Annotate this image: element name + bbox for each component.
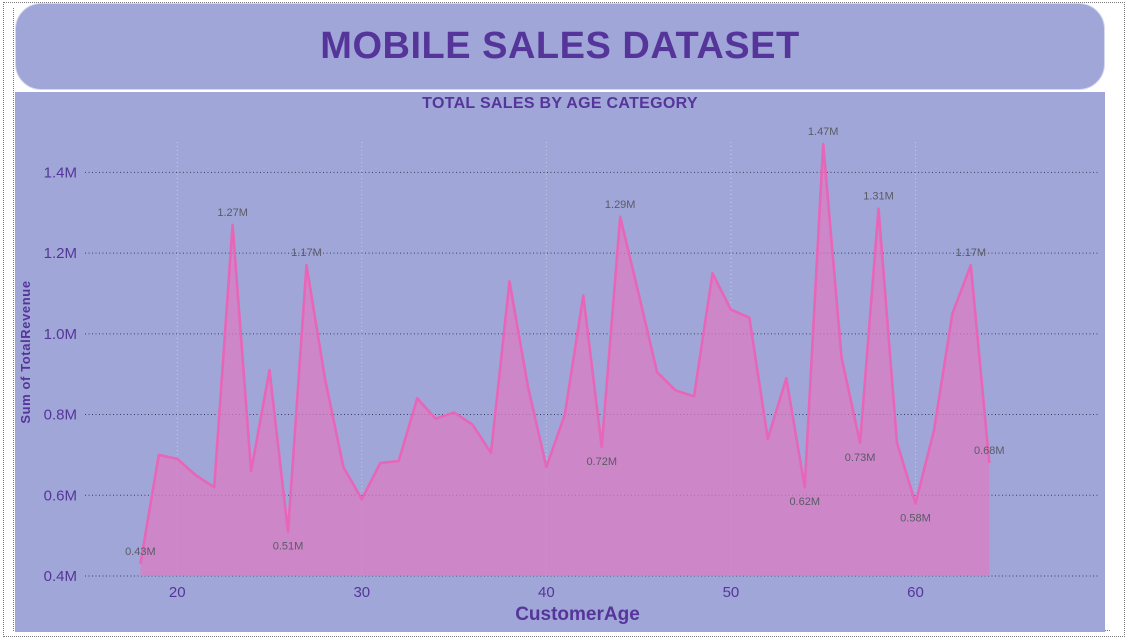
data-point — [212, 485, 216, 489]
data-label: 1.27M — [217, 207, 248, 219]
y-tick-label: 1.2M — [44, 245, 77, 262]
x-tick-label: 60 — [907, 584, 924, 601]
data-point — [471, 423, 475, 427]
y-tick-label: 1.4M — [44, 164, 77, 181]
data-point — [969, 263, 973, 267]
data-label: 0.58M — [900, 512, 931, 524]
series-line — [139, 142, 991, 565]
data-label: 0.72M — [586, 456, 617, 468]
data-point — [360, 497, 364, 501]
data-point — [581, 294, 585, 298]
data-point — [415, 396, 419, 400]
data-point — [618, 215, 622, 219]
data-point — [268, 368, 272, 372]
data-point — [711, 271, 715, 275]
data-point — [692, 394, 696, 398]
data-point — [877, 207, 881, 211]
area-chart: 0.4M 0.6M 0.8M 1.0M 1.2M 1.4M 20 30 40 50 60 0.43M 1… — [18, 126, 1100, 625]
data-point — [544, 465, 548, 469]
data-point — [175, 457, 179, 461]
data-point — [784, 376, 788, 380]
data-point — [932, 429, 936, 433]
data-point — [766, 437, 770, 441]
data-point — [729, 308, 733, 312]
y-tick-label: 0.6M — [44, 487, 77, 504]
x-tick-label: 40 — [538, 584, 555, 601]
data-label: 1.47M — [808, 126, 839, 138]
data-point — [747, 316, 751, 320]
data-point — [637, 292, 641, 296]
data-label: 0.68M — [974, 445, 1005, 457]
data-point — [138, 562, 142, 566]
y-axis-title: Sum of TotalRevenue — [18, 280, 33, 423]
data-point — [821, 142, 825, 146]
data-label: 1.31M — [863, 191, 894, 203]
data-label: 0.62M — [789, 496, 820, 508]
x-tick-label: 50 — [723, 584, 740, 601]
data-point — [378, 461, 382, 465]
data-point — [157, 453, 161, 457]
data-label: 0.73M — [845, 452, 876, 464]
data-point — [987, 461, 991, 465]
data-point — [489, 451, 493, 455]
x-axis-title: CustomerAge — [515, 604, 640, 625]
data-point — [895, 441, 899, 445]
data-point — [397, 459, 401, 463]
data-point — [655, 370, 659, 374]
data-point — [341, 465, 345, 469]
data-point — [249, 469, 253, 473]
data-point — [950, 312, 954, 316]
area-chart-visual[interactable]: 0.4M 0.6M 0.8M 1.0M 1.2M 1.4M 20 30 40 50 60 0.43M 1… — [15, 92, 1105, 632]
data-point — [600, 445, 604, 449]
data-point — [452, 411, 456, 415]
data-point — [508, 279, 512, 283]
data-point — [803, 485, 807, 489]
data-point — [286, 530, 290, 534]
x-tick-label: 20 — [169, 584, 186, 601]
y-tick-label: 1.0M — [44, 326, 77, 343]
data-point — [434, 417, 438, 421]
data-label: 1.17M — [956, 247, 987, 259]
data-label: 1.17M — [291, 247, 322, 259]
data-point — [914, 501, 918, 505]
y-tick-label: 0.4M — [44, 568, 77, 585]
title-card: MOBILE SALES DATASET — [15, 3, 1105, 90]
data-point — [563, 413, 567, 417]
data-point — [323, 376, 327, 380]
data-label: 0.51M — [273, 541, 304, 553]
data-point — [674, 388, 678, 392]
data-label: 1.29M — [605, 199, 636, 211]
data-point — [858, 441, 862, 445]
data-point — [840, 356, 844, 360]
data-label: 0.43M — [125, 546, 156, 558]
data-point — [231, 223, 235, 227]
x-tick-label: 30 — [353, 584, 370, 601]
series-area — [140, 144, 990, 576]
data-point — [526, 384, 530, 388]
report-frame — [3, 2, 1125, 637]
dashboard-title: MOBILE SALES DATASET — [320, 25, 800, 67]
y-tick-label: 0.8M — [44, 407, 77, 424]
data-point — [305, 263, 309, 267]
chart-title: TOTAL SALES BY AGE CATEGORY — [422, 95, 698, 112]
data-point — [194, 473, 198, 477]
